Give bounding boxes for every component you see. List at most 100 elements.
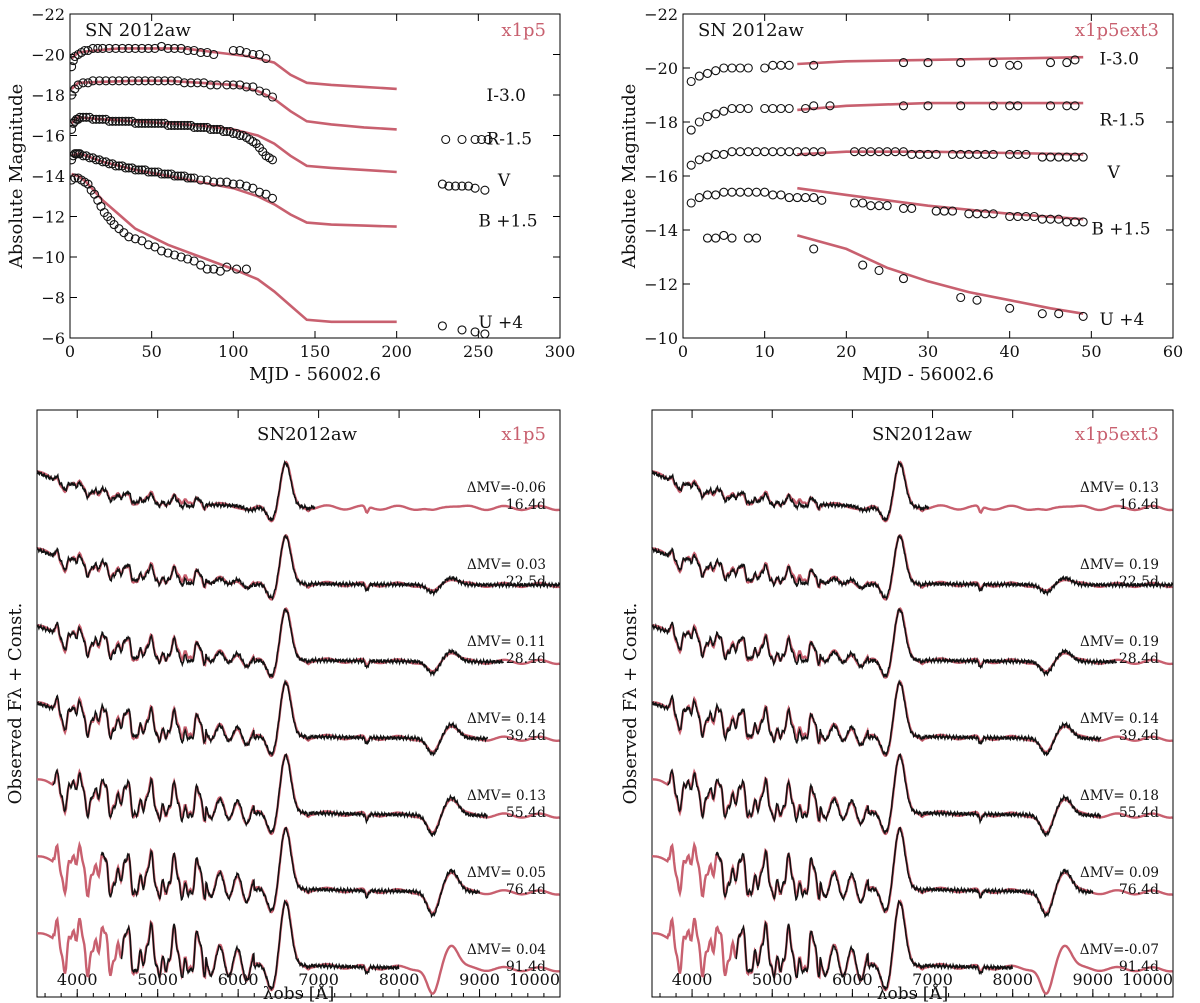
observed-point [124,116,134,126]
model-light-curve [796,234,1084,315]
observed-point [470,183,480,193]
observed-point [94,114,104,124]
y-tick-label: −22 [31,5,65,24]
observed-spectrum [37,678,489,758]
observed-point [711,149,721,159]
observed-point [776,190,786,200]
y-tick-label: −14 [31,167,65,186]
observed-point [189,256,199,266]
observed-point [137,118,147,128]
x-tick-label: 60 [1163,342,1183,361]
x-axis-label: MJD - 56002.6 [862,364,994,385]
observed-point [78,78,88,88]
observed-point [235,130,245,141]
observed-point [147,167,157,177]
observed-point [150,43,160,53]
y-tick-label: −12 [644,275,678,294]
observed-point [261,189,271,199]
observed-point [711,66,721,76]
observed-point [93,43,103,53]
observed-point [156,41,167,51]
y-tick-label: −22 [644,5,678,24]
observed-point [254,187,265,197]
band-4 [702,230,1088,321]
observed-point [202,264,212,274]
x-tick-label: 50 [141,342,161,361]
observed-spectrum [36,459,316,522]
band-3 [70,149,490,228]
panel-title: SN 2012aw [698,20,804,41]
observed-point [114,161,124,171]
y-tick-label: −10 [31,248,65,267]
observed-point [719,149,729,159]
observed-point [1062,58,1072,68]
observed-point [205,124,216,134]
epoch-label: 76.4d [1119,882,1159,898]
observed-point [196,47,206,58]
observed-point [209,49,219,60]
observed-point [96,201,106,211]
observed-point [120,116,131,126]
observed-point [163,43,173,53]
observed-point [719,230,729,240]
y-tick-label: −16 [31,127,65,146]
observed-spectrum [715,827,1094,919]
observed-point [218,126,229,137]
observed-point [222,126,232,137]
y-tick-label: −14 [644,221,678,240]
observed-point [163,169,173,179]
observed-point [457,181,467,191]
band-4 [70,172,490,338]
observed-point [686,76,696,87]
y-axis-label: Absolute Magnitude [6,84,27,270]
observed-point [235,45,245,56]
x-tick-label: 5000 [752,970,793,989]
observed-point [470,134,480,145]
epoch-label: 28.4d [506,651,546,667]
epoch-label: 91.4d [506,959,546,975]
observed-point [186,173,196,183]
observed-point [1078,217,1088,227]
observed-point [800,193,811,203]
x-tick-label: 20 [836,342,856,361]
observed-point [143,240,153,250]
x-tick-label: 10 [754,342,774,361]
observed-point [101,76,111,86]
model-light-curve [71,172,397,324]
observed-point [196,122,206,132]
observed-point [719,63,729,73]
epoch-label: 55.4d [1119,805,1159,821]
observed-point [898,101,909,111]
delta-mv-label: ΔMV=-0.06 [467,480,546,496]
observed-point [735,147,745,157]
observed-point [202,175,212,185]
band-label: V [1107,163,1121,183]
observed-point [450,181,461,191]
observed-point [809,60,819,70]
x-tick-label: 200 [381,342,412,361]
observed-point [173,171,183,181]
observed-point [117,43,127,53]
observed-point [166,120,176,130]
observed-point [1037,309,1047,319]
band-label: R-1.5 [1100,110,1146,130]
observed-point [150,242,160,252]
x-tick-label: 40 [999,342,1019,361]
y-tick-label: −12 [31,208,65,227]
observed-point [686,125,696,135]
band-label: I-3.0 [487,86,527,106]
observed-point [874,265,884,276]
observed-point [1078,311,1088,321]
observed-point [228,45,238,56]
observed-point [727,187,737,197]
observed-point [735,103,745,114]
observed-point [163,248,173,258]
observed-point [686,198,696,208]
observed-point [727,233,737,243]
observed-point [130,234,140,244]
observed-point [800,103,811,114]
observed-point [75,112,85,122]
observed-point [186,78,196,88]
